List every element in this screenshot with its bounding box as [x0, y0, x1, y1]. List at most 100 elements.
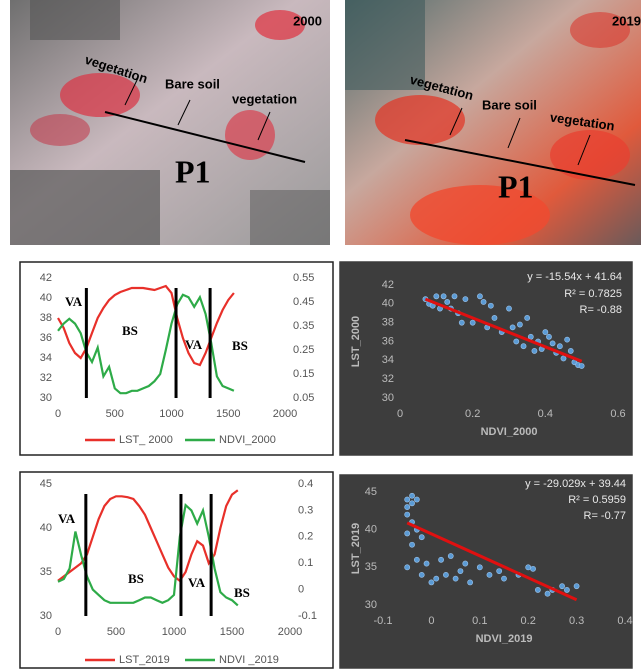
image-year: 2019 — [612, 13, 641, 28]
y-tick-label: 42 — [382, 279, 394, 291]
image-2000: 2000 vegetation Bare soil vegetation P1 — [10, 0, 330, 245]
y2-tick-label: 0.45 — [293, 296, 314, 308]
scatter-point — [477, 565, 482, 570]
scatter-point — [528, 334, 533, 339]
legend-label: LST_ 2000 — [119, 434, 173, 446]
x-tick-label: 0.2 — [521, 615, 536, 627]
scatter-point — [545, 591, 550, 596]
x-tick-label: 2000 — [278, 626, 302, 638]
x-tick-label: 1500 — [220, 626, 244, 638]
legend-label: NDVI _2019 — [219, 654, 279, 666]
scatter-point — [414, 497, 419, 502]
x-tick-label: 1000 — [162, 626, 186, 638]
y2-tick-label: 0.15 — [293, 368, 314, 380]
region-label: BS — [128, 571, 144, 586]
x-tick-label: 0.4 — [617, 615, 632, 627]
scatter-point — [434, 294, 439, 299]
y-tick-label: 45 — [365, 486, 377, 498]
profile-label: P1 — [498, 168, 534, 204]
scatter-point — [488, 303, 493, 308]
scatter-point — [452, 294, 457, 299]
scatter-point — [525, 315, 530, 320]
scatter-point — [463, 297, 468, 302]
y-axis-title: LST_2019 — [350, 523, 362, 574]
image-label: Bare soil — [165, 76, 220, 91]
y-tick-label: 32 — [382, 373, 394, 385]
regression-label: y = -15.54x + 41.64 — [527, 271, 622, 283]
x-axis-title: NDVI_2019 — [476, 633, 533, 645]
scatter-point — [405, 512, 410, 517]
scatter-point — [514, 339, 519, 344]
y2-tick-label: 0.05 — [293, 392, 314, 404]
y-tick-label: 45 — [40, 478, 52, 490]
x-tick-label: 0.1 — [472, 615, 487, 627]
scatter-point — [463, 561, 468, 566]
y2-tick-label: 0.2 — [298, 531, 313, 543]
y-tick-label: 30 — [40, 610, 52, 622]
scatter-point — [419, 572, 424, 577]
scatter-point — [579, 363, 584, 368]
scatter-point — [574, 584, 579, 589]
y2-tick-label: 0.3 — [298, 504, 313, 516]
regression-label: y = -29.029x + 39.44 — [525, 478, 626, 490]
scatter-point — [405, 531, 410, 536]
scatter-point — [506, 306, 511, 311]
image-label: Bare soil — [482, 97, 537, 112]
scatter-point — [497, 569, 502, 574]
scatter-point — [468, 580, 473, 585]
y-tick-label: 40 — [365, 524, 377, 536]
scatter-point — [565, 337, 570, 342]
scatter-point — [557, 344, 562, 349]
region-label: BS — [234, 585, 250, 600]
y2-tick-label: 0.55 — [293, 272, 314, 284]
scatter-point — [568, 348, 573, 353]
y-tick-label: 42 — [40, 272, 52, 284]
scatter-point — [477, 294, 482, 299]
scatter-point — [535, 587, 540, 592]
image-label: vegetation — [232, 91, 297, 106]
x-tick-label: 0.6 — [610, 408, 625, 420]
scatter-point — [429, 580, 434, 585]
scatter-point — [453, 576, 458, 581]
scatter-point — [546, 334, 551, 339]
region-label: VA — [65, 294, 83, 309]
x-tick-label: 1000 — [159, 408, 183, 420]
figure: 2000 vegetation Bare soil vegetation P1 … — [0, 0, 641, 670]
scatter-point — [443, 572, 448, 577]
y-tick-label: 34 — [40, 352, 52, 364]
y-tick-label: 35 — [40, 566, 52, 578]
x-axis-title: NDVI_2000 — [481, 426, 538, 438]
scatter-point — [521, 344, 526, 349]
scatter-point — [564, 587, 569, 592]
scatter-point — [532, 348, 537, 353]
y-tick-label: 38 — [382, 317, 394, 329]
scatter-point — [405, 497, 410, 502]
scatter-point — [414, 557, 419, 562]
profile-label: P1 — [175, 153, 211, 189]
scatter-point — [409, 542, 414, 547]
scatter-point — [409, 501, 414, 506]
x-tick-label: 0 — [55, 626, 61, 638]
regression-label: R² = 0.7825 — [564, 288, 622, 300]
regression-label: R= -0.77 — [584, 510, 627, 522]
scatter-point — [424, 561, 429, 566]
y-tick-label: 38 — [40, 312, 52, 324]
image-2019: 2019 vegetation Bare soil vegetation P1 — [345, 0, 641, 245]
scatter-point — [481, 299, 486, 304]
scatter-point — [487, 572, 492, 577]
scatter-point — [419, 535, 424, 540]
scatter-point — [526, 565, 531, 570]
y-tick-label: 40 — [40, 522, 52, 534]
x-tick-label: 500 — [106, 408, 124, 420]
y-tick-label: 35 — [365, 561, 377, 573]
y2-tick-label: 0.1 — [298, 557, 313, 569]
scatter-point — [405, 565, 410, 570]
y-tick-label: 30 — [382, 392, 394, 404]
scatter-point — [510, 325, 515, 330]
x-tick-label: 0 — [55, 408, 61, 420]
y-tick-label: 34 — [382, 354, 394, 366]
scatter-point — [405, 504, 410, 509]
x-tick-label: 0 — [428, 615, 434, 627]
regression-label: R² = 0.5959 — [568, 494, 626, 506]
x-tick-label: 1500 — [216, 408, 240, 420]
